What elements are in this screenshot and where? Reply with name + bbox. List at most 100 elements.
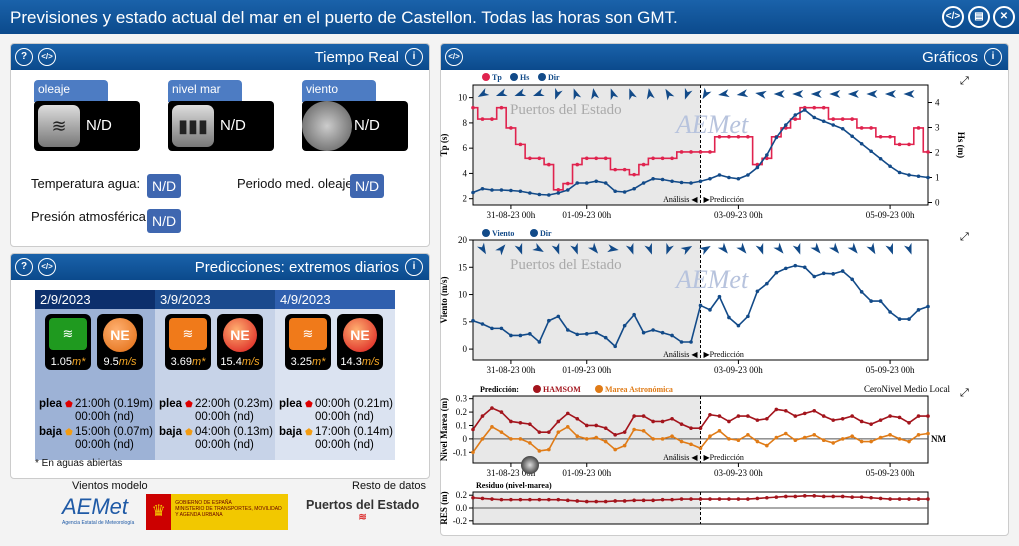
data-point xyxy=(859,495,864,499)
wave-height: 3.25m* xyxy=(285,356,331,368)
code-icon[interactable]: </> xyxy=(38,48,56,66)
code-icon[interactable]: </> xyxy=(38,258,56,276)
forecast-date: 2/9/2023 xyxy=(35,290,155,309)
data-point xyxy=(556,188,561,192)
puertos-logo[interactable]: Puertos del Estado ≋ xyxy=(306,498,419,523)
data-point xyxy=(698,497,703,501)
data-point xyxy=(784,123,788,127)
help-icon[interactable]: ? xyxy=(15,48,33,66)
info-icon[interactable]: i xyxy=(984,48,1002,66)
direction-arrow xyxy=(607,244,619,253)
data-point xyxy=(670,333,674,338)
data-point xyxy=(679,150,684,154)
data-point xyxy=(471,495,475,500)
direction-arrow xyxy=(702,87,712,100)
direction-arrow xyxy=(755,242,764,255)
graphs-header: </> Gráficos i xyxy=(441,44,1008,70)
direction-arrow xyxy=(477,242,486,255)
data-point xyxy=(821,271,826,276)
data-point xyxy=(698,446,703,451)
data-point xyxy=(594,499,599,504)
expand-icon[interactable]: ⤢ xyxy=(960,387,969,399)
x-tick-label: 03-09-23 00h xyxy=(714,365,763,375)
data-point xyxy=(812,433,817,437)
direction-arrow xyxy=(829,242,840,254)
y-axis-label: RES (m) xyxy=(439,491,449,524)
data-point xyxy=(727,437,731,441)
data-point xyxy=(793,494,798,499)
moon-phase-icon xyxy=(521,456,539,474)
direction-arrow xyxy=(629,88,637,101)
data-point xyxy=(717,294,722,299)
data-point xyxy=(537,192,542,197)
info-icon[interactable]: i xyxy=(405,48,423,66)
data-point xyxy=(480,414,485,418)
data-point xyxy=(622,499,627,503)
data-point xyxy=(897,317,902,321)
data-point xyxy=(736,414,741,418)
tide-extremes: plea ⬟ 21:00h (0.19m) 00:00h (nd) baja ⬟ 15:0… xyxy=(39,398,153,454)
nivel-mar-value: N/D xyxy=(220,117,246,134)
legend-prefix: Predicción: xyxy=(480,385,519,394)
y-tick-label: 5 xyxy=(463,317,468,327)
x-tick-label: 31-08-23 00h xyxy=(487,210,536,220)
x-tick-label: 05-09-23 00h xyxy=(866,210,915,220)
data-point xyxy=(471,427,475,432)
data-point xyxy=(736,497,741,501)
high-tide-icon: ⬟ xyxy=(185,399,193,409)
data-point xyxy=(907,421,911,425)
print-icon[interactable]: ▤ xyxy=(968,6,990,28)
data-point xyxy=(708,412,712,417)
aemet-logo[interactable]: AEMet Agencia Estatal de Meteorología xyxy=(62,494,138,526)
data-point xyxy=(746,134,750,139)
expand-icon[interactable]: ⤢ xyxy=(960,75,969,87)
direction-arrow xyxy=(587,242,599,254)
help-icon[interactable]: ? xyxy=(15,258,33,276)
tab-oleaje[interactable]: oleaje xyxy=(34,80,108,102)
info-icon[interactable]: i xyxy=(405,258,423,276)
code-icon[interactable]: </> xyxy=(942,6,964,28)
data-point xyxy=(802,435,807,440)
data-point xyxy=(603,426,608,430)
baja-time: 00:00h (nd) xyxy=(195,439,254,451)
data-point xyxy=(859,419,864,424)
data-point xyxy=(926,414,930,418)
data-point xyxy=(869,149,873,154)
data-point xyxy=(499,430,504,434)
data-point xyxy=(556,314,561,319)
close-icon[interactable]: ✕ xyxy=(993,6,1015,28)
analysis-region xyxy=(473,396,701,463)
direction-arrow xyxy=(551,242,560,255)
baja-label: baja xyxy=(159,426,183,438)
x-tick-label: 01-09-23 00h xyxy=(562,468,611,478)
data-point xyxy=(878,435,883,440)
data-point xyxy=(888,134,892,139)
predictions-panel: ? </> Predicciones: extremos diarios i 2… xyxy=(10,253,430,479)
legend-label: Tp xyxy=(492,73,502,82)
waves-icon: ≋ xyxy=(49,318,87,350)
data-point xyxy=(528,497,532,502)
data-point xyxy=(480,496,485,501)
tab-nivel-mar[interactable]: nivel mar xyxy=(168,80,242,102)
code-icon[interactable]: </> xyxy=(445,48,463,66)
data-point xyxy=(869,422,873,426)
direction-arrow xyxy=(573,88,582,101)
data-point xyxy=(594,435,599,440)
wind-speed-unit: m/s xyxy=(118,356,137,368)
datum-note: CeroNivel Medio Local xyxy=(864,384,950,394)
data-point xyxy=(765,416,769,421)
data-point xyxy=(774,270,779,275)
data-point xyxy=(812,105,817,110)
y-tick-label: 0.2 xyxy=(456,407,467,417)
data-point xyxy=(518,437,523,441)
direction-arrow xyxy=(866,90,878,98)
data-point xyxy=(641,429,646,433)
expand-icon[interactable]: ⤢ xyxy=(960,231,969,243)
high-tide-icon: ⬟ xyxy=(305,399,313,409)
wind-speed-value: 9.5 xyxy=(103,356,119,368)
data-point xyxy=(622,190,627,194)
gobierno-logo[interactable]: ♛ GOBIERNO DE ESPAÑA MINISTERIO DE TRANSP… xyxy=(146,494,288,530)
data-point xyxy=(518,497,523,502)
tab-viento[interactable]: viento xyxy=(302,80,376,102)
y2-tick-label: 1 xyxy=(935,173,940,183)
